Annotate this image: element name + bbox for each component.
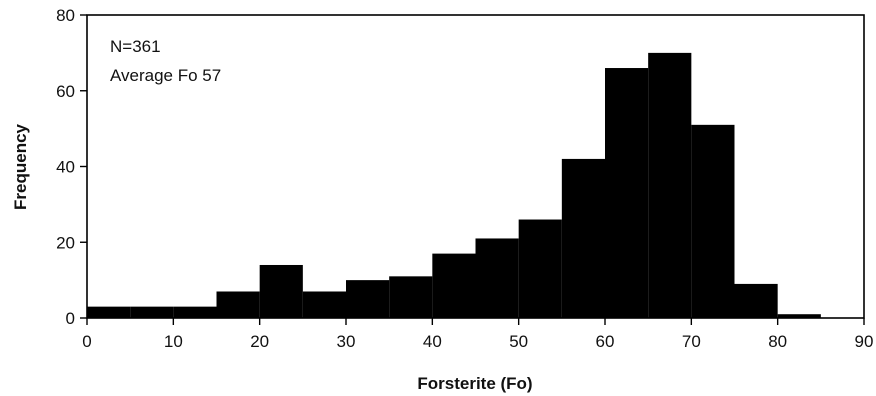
histogram-bar-0 — [87, 306, 131, 318]
histogram-bar-11 — [561, 158, 605, 318]
histogram-bar-2 — [173, 306, 217, 318]
bars-group — [87, 52, 821, 319]
x-tick-label-4: 40 — [423, 332, 442, 351]
histogram-bar-9 — [475, 238, 519, 318]
x-tick-label-0: 0 — [82, 332, 91, 351]
x-tick-label-1: 10 — [164, 332, 183, 351]
y-tick-label-4: 80 — [56, 6, 75, 25]
histogram-bar-4 — [259, 264, 303, 318]
y-tick-label-0: 0 — [66, 309, 75, 328]
histogram-bar-15 — [734, 283, 778, 318]
sample-count-annotation: N=361 — [110, 37, 161, 56]
histogram-bar-10 — [518, 219, 562, 318]
histogram-bar-5 — [302, 291, 346, 318]
histogram-bar-13 — [648, 52, 692, 319]
histogram-bar-16 — [777, 314, 821, 318]
histogram-bar-3 — [216, 291, 260, 318]
x-tick-label-5: 50 — [509, 332, 528, 351]
y-tick-label-3: 60 — [56, 82, 75, 101]
histogram-bar-14 — [691, 124, 735, 318]
histogram-bar-7 — [389, 276, 433, 318]
y-axis-title: Frequency — [11, 123, 30, 210]
x-tick-label-8: 80 — [768, 332, 787, 351]
x-tick-label-3: 30 — [337, 332, 356, 351]
axes-group: 0 10 20 30 40 50 60 70 80 90 0 20 40 60 80 — [56, 6, 873, 351]
x-tick-label-9: 90 — [855, 332, 874, 351]
histogram-bar-1 — [130, 306, 174, 318]
x-tick-label-7: 70 — [682, 332, 701, 351]
histogram-bar-6 — [346, 280, 390, 319]
average-annotation: Average Fo 57 — [110, 66, 221, 85]
x-tick-label-2: 20 — [250, 332, 269, 351]
x-axis-title: Forsterite (Fo) — [417, 374, 532, 393]
y-tick-label-2: 40 — [56, 158, 75, 177]
histogram-bar-8 — [432, 253, 476, 318]
histogram-bar-12 — [605, 68, 649, 318]
y-tick-label-1: 20 — [56, 233, 75, 252]
x-tick-label-6: 60 — [596, 332, 615, 351]
